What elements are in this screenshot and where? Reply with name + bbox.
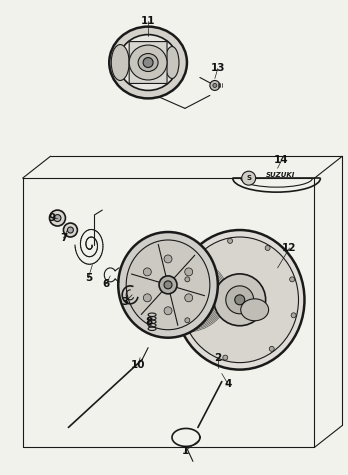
Circle shape: [143, 294, 151, 302]
Circle shape: [291, 313, 296, 318]
Circle shape: [164, 307, 172, 315]
Ellipse shape: [235, 295, 245, 305]
Circle shape: [242, 171, 256, 185]
Circle shape: [210, 80, 220, 90]
Text: 3: 3: [121, 297, 129, 307]
Text: 8: 8: [145, 317, 153, 327]
Ellipse shape: [126, 240, 210, 330]
Circle shape: [143, 57, 153, 67]
Circle shape: [223, 355, 228, 360]
Ellipse shape: [241, 299, 269, 321]
Ellipse shape: [138, 54, 158, 71]
Circle shape: [143, 268, 151, 276]
Text: 2: 2: [214, 352, 221, 362]
Circle shape: [265, 246, 270, 250]
Ellipse shape: [109, 27, 187, 98]
Text: 14: 14: [274, 155, 289, 165]
Text: 9: 9: [49, 213, 56, 223]
Circle shape: [68, 227, 73, 233]
Text: 5: 5: [85, 273, 92, 283]
Text: 10: 10: [131, 360, 145, 370]
Ellipse shape: [165, 47, 179, 78]
Circle shape: [228, 238, 232, 243]
Text: SUZUKI: SUZUKI: [266, 172, 295, 178]
Ellipse shape: [118, 35, 178, 90]
Ellipse shape: [159, 276, 177, 294]
Circle shape: [269, 346, 274, 352]
Text: 13: 13: [211, 64, 225, 74]
Text: 12: 12: [282, 243, 297, 253]
Circle shape: [290, 277, 295, 282]
Ellipse shape: [129, 45, 167, 80]
FancyBboxPatch shape: [129, 42, 167, 84]
Text: 7: 7: [60, 233, 67, 243]
Circle shape: [164, 255, 172, 263]
Text: S: S: [246, 175, 251, 181]
Ellipse shape: [164, 281, 172, 289]
Text: 1: 1: [181, 446, 189, 456]
Ellipse shape: [111, 45, 129, 80]
Ellipse shape: [118, 232, 218, 338]
Circle shape: [49, 210, 65, 226]
Circle shape: [213, 84, 217, 87]
Circle shape: [185, 318, 190, 323]
Text: 11: 11: [141, 16, 155, 26]
Circle shape: [63, 223, 77, 237]
Ellipse shape: [175, 230, 304, 370]
Circle shape: [185, 277, 190, 282]
Circle shape: [185, 268, 193, 276]
Text: 6: 6: [103, 279, 110, 289]
Ellipse shape: [181, 237, 299, 362]
Text: 4: 4: [224, 379, 231, 389]
Ellipse shape: [226, 286, 254, 314]
Ellipse shape: [214, 274, 266, 326]
Circle shape: [185, 294, 193, 302]
Circle shape: [54, 215, 61, 221]
